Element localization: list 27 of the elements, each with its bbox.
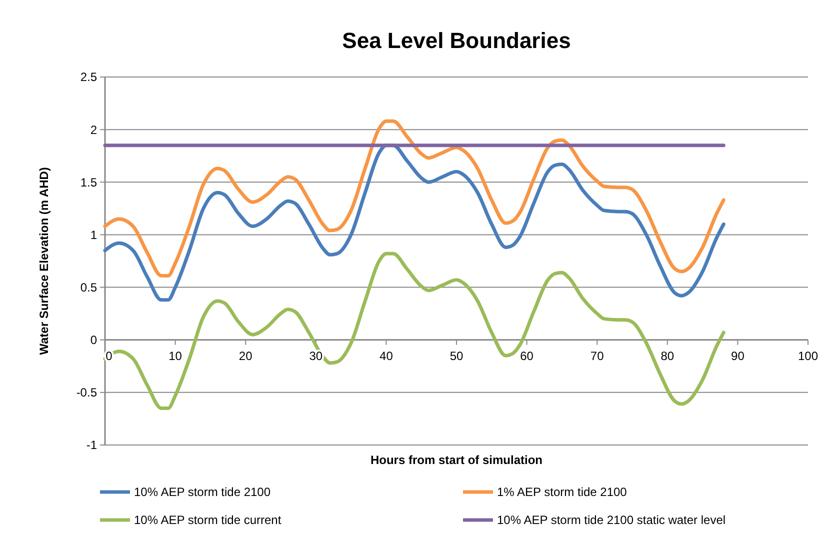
y-tick-label: 2 — [90, 122, 98, 137]
x-tick-label: 20 — [238, 348, 253, 363]
legend-label: 1% AEP storm tide 2100 — [497, 485, 628, 500]
x-axis-title: Hours from start of simulation — [370, 453, 543, 467]
x-tick-label: 70 — [590, 348, 604, 363]
x-tick-label: 80 — [660, 348, 674, 363]
chart-title: Sea Level Boundaries — [342, 28, 571, 53]
y-tick-label: 1 — [90, 228, 98, 242]
x-tick-label: 40 — [380, 348, 394, 363]
x-tick-label: 50 — [450, 348, 464, 363]
x-tick-label: 90 — [731, 348, 745, 363]
y-tick-label: 1.5 — [80, 175, 98, 190]
legend-label: 10% AEP storm tide 2100 — [134, 485, 271, 500]
y-tick-label: 0.5 — [80, 280, 98, 294]
y-axis-title: Water Surface Elevation (m AHD) — [37, 167, 51, 355]
y-tick-label: -1 — [86, 438, 98, 452]
legend-label: 10% AEP storm tide current — [134, 513, 282, 528]
x-tick-label: 60 — [520, 348, 534, 363]
x-tick-label: 30 — [309, 348, 323, 363]
legend-label: 10% AEP storm tide 2100 static water level — [497, 513, 726, 528]
y-tick-label: -0.5 — [76, 386, 98, 400]
line-series — [103, 252, 726, 410]
y-tick-label: 0 — [90, 333, 98, 348]
x-tick-label: 100 — [798, 348, 818, 363]
y-tick-label: 2.5 — [80, 70, 98, 84]
line-series — [103, 119, 726, 278]
x-tick-label: 10 — [168, 348, 182, 363]
